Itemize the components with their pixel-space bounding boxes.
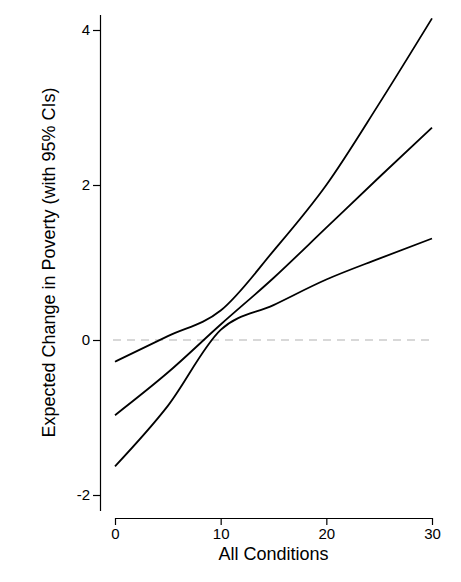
y-tick-label: 4 xyxy=(82,21,90,38)
line xyxy=(115,238,432,466)
y-tick-label: 2 xyxy=(82,176,90,193)
x-axis-title: All Conditions xyxy=(218,544,328,564)
x-axis: 0 10 20 30 xyxy=(111,518,441,542)
plot-area xyxy=(113,18,434,466)
y-axis-title: Expected Change in Poverty (with 95% CIs… xyxy=(39,87,59,437)
x-tick: 10 xyxy=(213,518,230,542)
x-tick: 20 xyxy=(318,518,335,542)
y-tick-mark xyxy=(93,340,100,341)
y-tick-mark xyxy=(93,495,100,496)
y-tick-label: -2 xyxy=(77,486,90,503)
line xyxy=(115,128,432,416)
x-tick-label: 0 xyxy=(111,525,119,542)
y-tick-mark xyxy=(93,185,100,186)
x-tick-label: 30 xyxy=(424,525,441,542)
x-tick-label: 10 xyxy=(213,525,230,542)
y-tick: 2 xyxy=(82,176,100,193)
chart: -2 0 2 4 0 10 20 30 All Conditions Expected Chang… xyxy=(0,0,461,582)
x-axis-line xyxy=(116,518,433,519)
y-tick: 4 xyxy=(82,21,100,38)
x-tick-label: 20 xyxy=(318,525,335,542)
y-tick: -2 xyxy=(77,486,100,503)
line xyxy=(115,18,432,361)
x-tick: 30 xyxy=(424,518,441,542)
x-tick: 0 xyxy=(111,518,119,542)
y-tick: 0 xyxy=(82,331,100,348)
y-tick-mark xyxy=(93,30,100,31)
y-tick-label: 0 xyxy=(82,331,90,348)
y-axis-line xyxy=(100,15,101,511)
y-axis: -2 0 2 4 xyxy=(77,15,101,511)
